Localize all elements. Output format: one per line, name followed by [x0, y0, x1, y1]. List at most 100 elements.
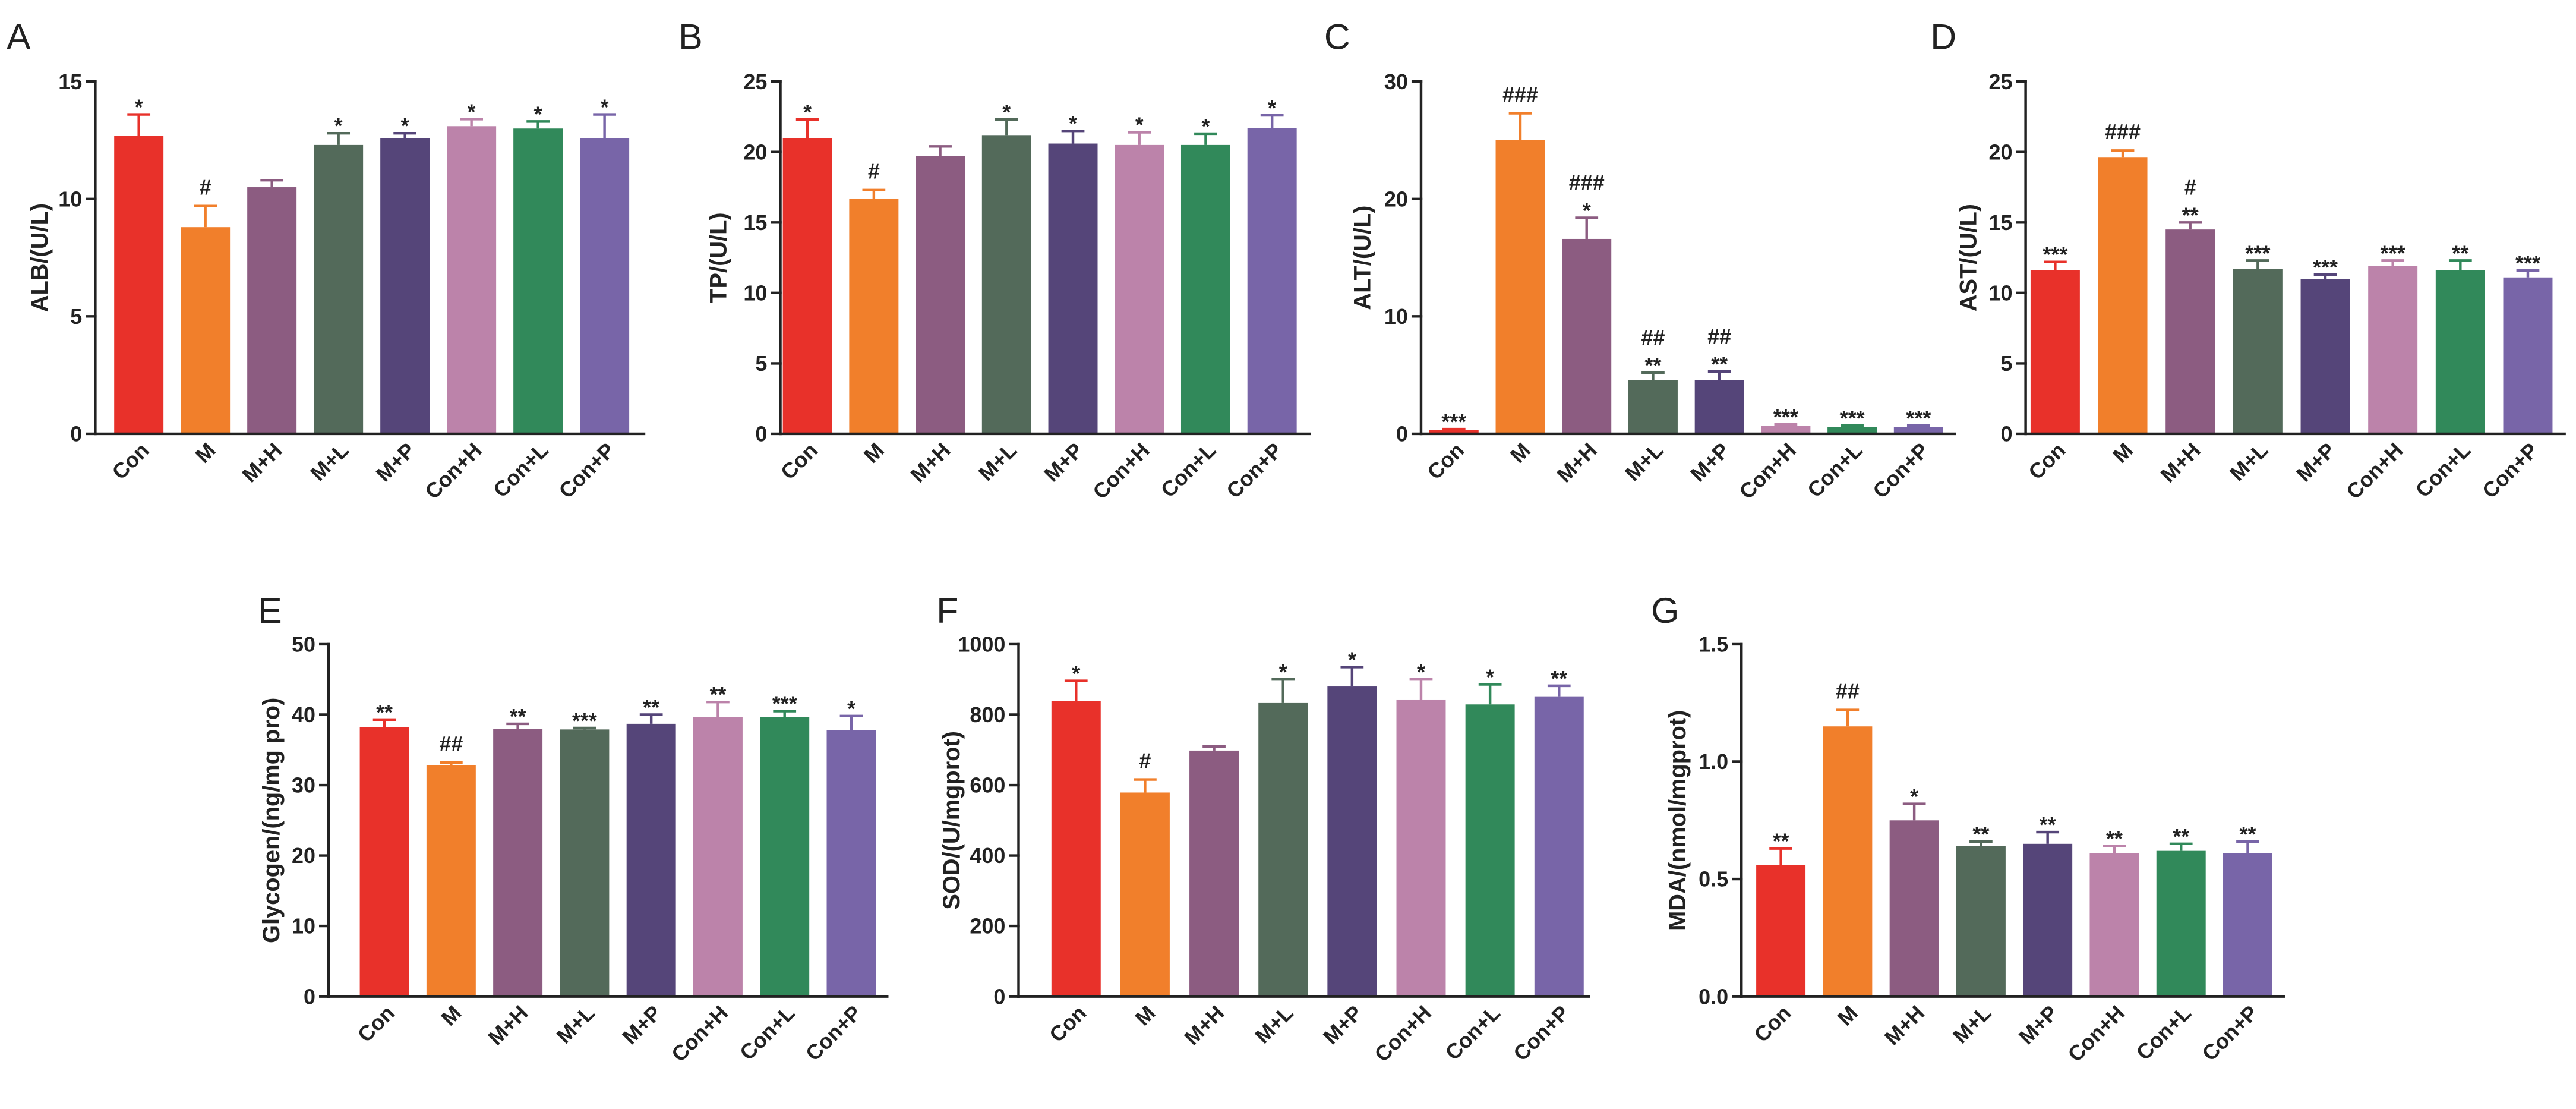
panel-f: F SOD/(U/mgprot) * Con # M M+H * M+L * M+P * Con+H * C… — [936, 590, 1590, 1066]
significance-label-c-m-plus-l-0: ## — [1641, 326, 1665, 350]
significance-label-b-con-plus-h-0: * — [1135, 114, 1144, 137]
x-tick-label-a-con-plus-l: Con+L — [489, 439, 553, 502]
bar-g-m — [1823, 726, 1873, 997]
bar-a-con-plus-h — [447, 126, 497, 434]
x-tick-label-g-m: M — [1833, 1001, 1862, 1030]
x-tick-label-e-con-plus-p: Con+P — [801, 1001, 866, 1066]
y-tick-label-f-1: 200 — [970, 915, 1005, 938]
y-tick-label-b-0: 0 — [755, 423, 767, 446]
y-tick-label-g-3: 1.5 — [1699, 633, 1728, 657]
significance-label-a-m-plus-p-0: * — [401, 114, 409, 138]
x-tick-label-g-con-plus-h: Con+H — [2063, 1001, 2129, 1066]
panel-letter-a: A — [7, 17, 31, 57]
bar-e-m-plus-l — [560, 729, 610, 997]
x-tick-label-f-m: M — [1131, 1001, 1160, 1030]
significance-label-e-con-plus-h-0: ** — [709, 683, 726, 707]
significance-label-c-m-plus-p-1: ** — [1711, 352, 1728, 376]
bar-e-m — [426, 765, 476, 997]
significance-label-b-m-plus-l-0: * — [1002, 100, 1011, 124]
significance-label-g-con-plus-h-0: ** — [2106, 827, 2123, 851]
x-tick-label-e-m-plus-p: M+P — [618, 1001, 666, 1049]
x-tick-label-c-con: Con — [1423, 439, 1469, 484]
y-tick-label-b-3: 15 — [743, 211, 767, 235]
bar-b-con-plus-p — [1247, 128, 1297, 434]
x-tick-label-c-con-plus-l: Con+L — [1802, 439, 1867, 502]
y-tick-label-d-3: 15 — [1989, 211, 2013, 235]
x-tick-label-c-m: M — [1505, 439, 1535, 468]
x-tick-label-f-con: Con — [1045, 1001, 1091, 1047]
significance-label-a-m-0: # — [200, 176, 211, 200]
significance-label-a-con-plus-p-0: * — [601, 96, 609, 119]
x-tick-label-c-m-plus-p: M+P — [1686, 439, 1734, 487]
y-tick-label-d-0: 0 — [2001, 423, 2013, 446]
bar-e-m-plus-p — [626, 723, 676, 997]
y-tick-label-b-1: 5 — [755, 352, 767, 376]
x-tick-label-b-con-plus-l: Con+L — [1156, 439, 1220, 502]
bar-f-con-plus-p — [1534, 696, 1584, 997]
y-tick-label-b-4: 20 — [743, 140, 767, 164]
bar-g-con-plus-h — [2089, 853, 2139, 997]
significance-label-c-m-plus-h-1: * — [1583, 199, 1591, 223]
panel-letter-e: E — [258, 590, 282, 631]
significance-label-d-con-plus-h-0: *** — [2381, 241, 2405, 265]
significance-label-a-con-0: * — [135, 96, 143, 119]
y-tick-label-c-1: 10 — [1384, 305, 1408, 329]
x-tick-label-e-con-plus-h: Con+H — [667, 1001, 733, 1066]
x-tick-label-b-m-plus-h: M+H — [906, 439, 955, 487]
x-tick-label-c-m-plus-h: M+H — [1552, 439, 1602, 487]
y-tick-label-e-1: 10 — [292, 915, 315, 938]
significance-label-a-con-plus-l-0: * — [534, 103, 542, 127]
panel-d: D AST/(U/L) *** Con ### M ** # M+H *** M+L *** M+P **… — [1930, 17, 2566, 504]
bar-c-m-plus-l — [1628, 380, 1678, 434]
bar-f-m-plus-h — [1189, 750, 1239, 997]
bar-g-m-plus-p — [2023, 843, 2073, 997]
y-tick-label-a-2: 10 — [58, 188, 82, 212]
bar-g-con-plus-l — [2156, 850, 2206, 997]
y-tick-label-b-5: 25 — [743, 70, 767, 94]
significance-label-c-con-0: *** — [1441, 410, 1466, 434]
x-tick-label-b-m-plus-p: M+P — [1040, 439, 1088, 487]
x-tick-label-c-con-plus-p: Con+P — [1868, 439, 1934, 503]
significance-label-g-m-plus-l-0: ** — [1972, 823, 1989, 846]
significance-label-c-con-plus-l-0: *** — [1840, 407, 1865, 430]
significance-label-e-con-plus-p-0: * — [847, 697, 855, 721]
significance-label-g-con-plus-p-0: ** — [2240, 823, 2256, 846]
y-tick-label-f-3: 600 — [970, 774, 1005, 798]
bar-a-m — [181, 227, 231, 434]
x-tick-label-d-con-plus-h: Con+H — [2342, 439, 2408, 504]
bar-b-m-plus-p — [1048, 143, 1098, 434]
bar-b-con-plus-l — [1180, 144, 1230, 434]
significance-label-f-con-plus-h-0: * — [1417, 660, 1425, 684]
significance-label-f-m-0: # — [1139, 749, 1151, 773]
y-tick-label-e-0: 0 — [304, 985, 315, 1009]
y-axis-label-g: MDA/(nmol/mgprot) — [1665, 710, 1691, 931]
significance-label-g-con-plus-l-0: ** — [2173, 825, 2189, 849]
bar-e-con — [359, 727, 409, 997]
x-tick-label-a-con-plus-p: Con+P — [554, 439, 620, 503]
x-tick-label-a-con: Con — [108, 439, 154, 484]
x-tick-label-a-m-plus-p: M+P — [371, 439, 419, 487]
x-tick-label-f-m-plus-l: M+L — [1251, 1001, 1298, 1048]
y-tick-label-g-1: 0.5 — [1699, 868, 1728, 891]
x-tick-label-e-m-plus-h: M+H — [484, 1001, 533, 1050]
significance-label-f-con-plus-l-0: * — [1486, 666, 1494, 689]
x-tick-label-d-m-plus-h: M+H — [2156, 439, 2205, 487]
panel-letter-f: F — [936, 590, 958, 631]
bar-g-m-plus-l — [1956, 846, 2006, 997]
significance-label-b-con-0: * — [803, 100, 812, 124]
bar-e-con-plus-l — [760, 717, 810, 997]
significance-label-a-con-plus-h-0: * — [468, 100, 476, 124]
significance-label-d-m-0: ### — [2105, 120, 2141, 144]
y-tick-label-c-2: 20 — [1384, 188, 1408, 212]
bar-c-con-plus-h — [1761, 426, 1811, 434]
significance-label-d-m-plus-l-0: *** — [2245, 241, 2270, 265]
bar-c-con-plus-l — [1827, 427, 1877, 434]
panel-b: B TP/(U/L) * Con # M M+H * M+L * M+P * Con+H * Con+L * C… — [678, 17, 1311, 504]
panel-letter-c: C — [1324, 17, 1350, 57]
y-axis-label-c: ALT/(U/L) — [1349, 206, 1375, 310]
bar-a-con-plus-p — [580, 138, 630, 434]
x-tick-label-a-m-plus-h: M+H — [238, 439, 287, 487]
bar-d-con-plus-l — [2435, 270, 2485, 434]
significance-label-e-con-plus-l-0: *** — [772, 692, 797, 716]
